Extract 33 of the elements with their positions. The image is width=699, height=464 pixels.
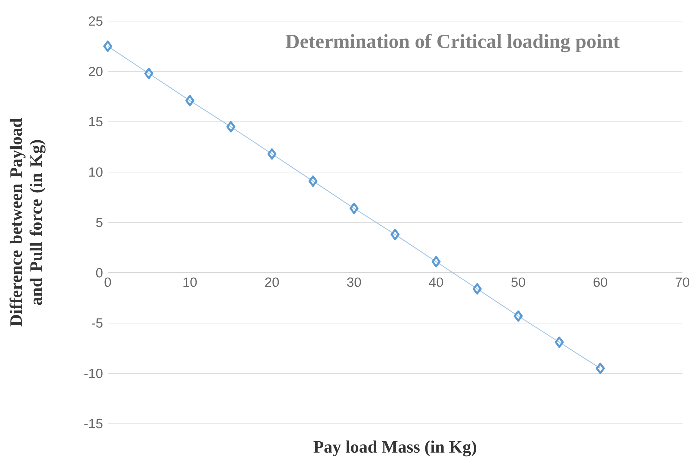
x-tick-label: 50 — [512, 278, 526, 288]
point — [432, 256, 441, 268]
x-axis-title: Pay load Mass (in Kg) — [314, 440, 476, 457]
text: Determination of Critical loading point — [286, 34, 620, 53]
point — [186, 95, 195, 107]
point — [596, 362, 606, 374]
y-tick-label: 5 — [96, 218, 103, 228]
x-tick-label: 40 — [429, 278, 444, 288]
y-tick-label: -15 — [84, 419, 103, 429]
point — [472, 283, 482, 295]
point — [104, 40, 112, 52]
point — [350, 202, 359, 214]
point — [144, 68, 154, 80]
point — [514, 310, 523, 322]
y-axis-title: Difference between Payload and Pull force (in Kg) — [10, 118, 46, 327]
y-tick-label: 20 — [89, 66, 103, 76]
y-tick-label: 10 — [89, 168, 103, 178]
x-tick-label: 60 — [594, 278, 608, 288]
point — [555, 336, 564, 348]
point — [268, 148, 277, 160]
x-tick-label: 0 — [104, 278, 112, 288]
y-tick-label: 15 — [89, 117, 103, 127]
x-tick-label: 30 — [347, 278, 362, 288]
y-tick-label: -10 — [84, 368, 103, 378]
point — [308, 176, 318, 188]
x-tick-label: 70 — [676, 278, 690, 288]
point — [226, 121, 236, 133]
y-tick-label: -5 — [92, 318, 103, 328]
y-tick-label: 25 — [89, 16, 103, 26]
y-tick-label: 0 — [96, 268, 103, 278]
point — [390, 229, 400, 240]
x-tick-label: 20 — [265, 278, 280, 288]
x-tick-label: 10 — [184, 278, 197, 288]
